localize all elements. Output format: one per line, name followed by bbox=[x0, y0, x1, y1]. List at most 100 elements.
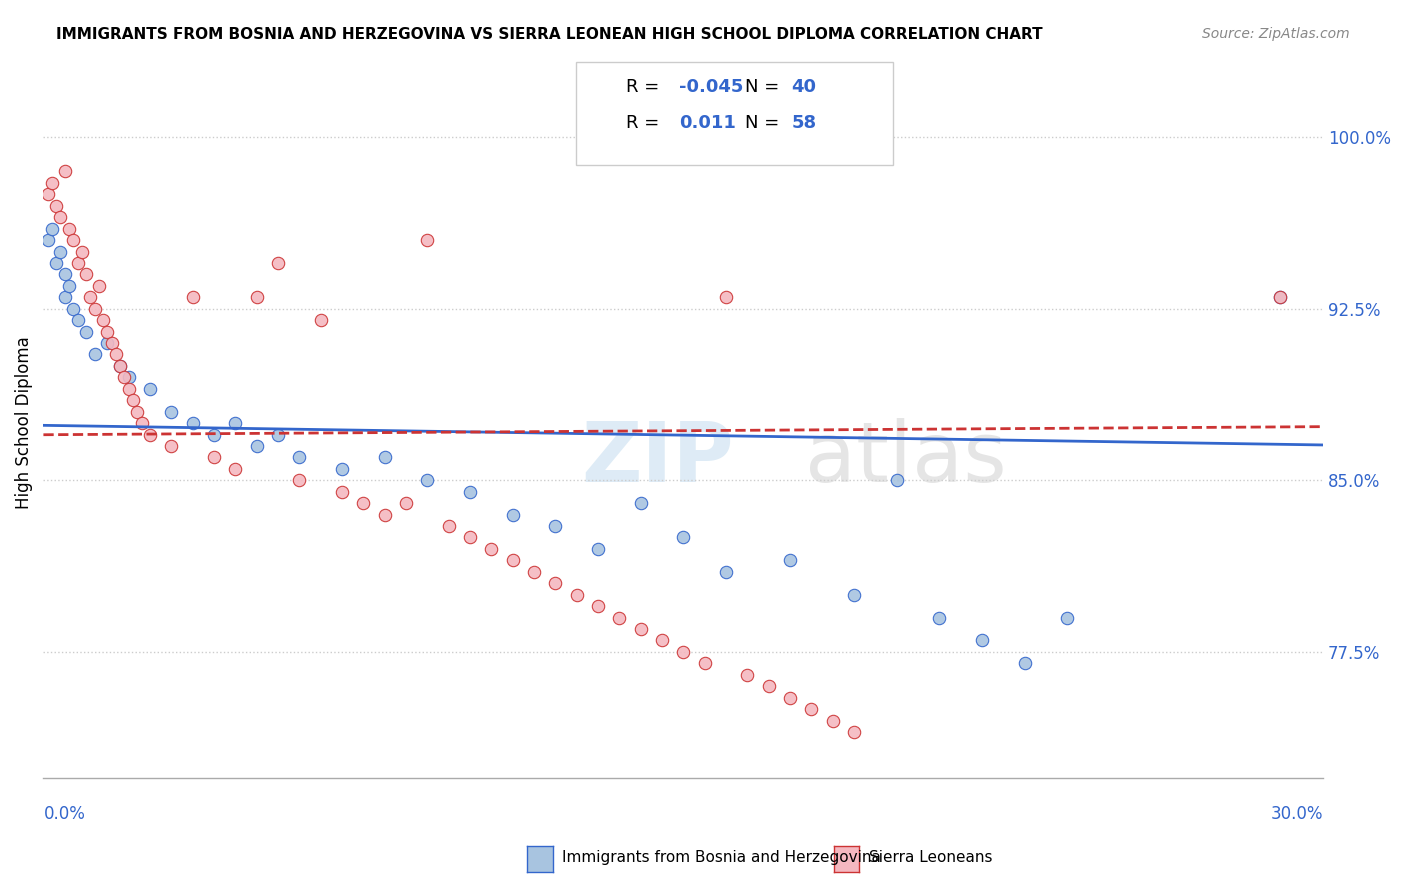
Text: ZIP: ZIP bbox=[581, 418, 734, 499]
Point bbox=[565, 588, 588, 602]
Point bbox=[672, 645, 695, 659]
Text: Source: ZipAtlas.com: Source: ZipAtlas.com bbox=[1202, 27, 1350, 41]
Point bbox=[41, 176, 63, 190]
Point bbox=[437, 519, 460, 533]
Point bbox=[288, 450, 311, 465]
Point bbox=[821, 714, 844, 728]
Point bbox=[122, 393, 145, 408]
Point bbox=[224, 416, 246, 430]
Point bbox=[224, 462, 246, 476]
Point bbox=[1056, 610, 1078, 624]
Point bbox=[91, 313, 114, 327]
Text: N =: N = bbox=[745, 78, 785, 95]
Point bbox=[37, 233, 59, 247]
Point bbox=[352, 496, 374, 510]
Point bbox=[202, 427, 225, 442]
Point bbox=[735, 667, 758, 681]
Point bbox=[114, 370, 136, 384]
Point bbox=[246, 439, 269, 453]
Point bbox=[779, 690, 801, 705]
Point bbox=[160, 439, 183, 453]
Point bbox=[66, 313, 89, 327]
Point bbox=[842, 588, 865, 602]
Point bbox=[502, 553, 524, 567]
Point bbox=[127, 405, 149, 419]
Point bbox=[458, 531, 481, 545]
Point bbox=[502, 508, 524, 522]
Point bbox=[842, 725, 865, 739]
Point bbox=[75, 325, 97, 339]
Point bbox=[139, 382, 162, 396]
Point bbox=[267, 427, 290, 442]
Point bbox=[607, 610, 630, 624]
Point bbox=[523, 565, 546, 579]
Point bbox=[70, 244, 93, 259]
Point bbox=[544, 576, 567, 591]
Point bbox=[181, 416, 204, 430]
Point bbox=[714, 290, 737, 304]
Y-axis label: High School Diploma: High School Diploma bbox=[15, 337, 32, 509]
Point bbox=[87, 278, 110, 293]
Point bbox=[330, 484, 353, 499]
Point bbox=[630, 622, 652, 636]
Point bbox=[108, 359, 131, 373]
Text: -0.045: -0.045 bbox=[679, 78, 744, 95]
Point bbox=[395, 496, 418, 510]
Point bbox=[53, 164, 76, 178]
Point bbox=[1270, 290, 1292, 304]
Point bbox=[83, 301, 105, 316]
Point bbox=[131, 416, 153, 430]
Point bbox=[886, 473, 908, 487]
Point bbox=[479, 541, 502, 556]
Point bbox=[96, 336, 118, 351]
Point bbox=[544, 519, 567, 533]
Point bbox=[800, 702, 823, 716]
Point bbox=[672, 531, 695, 545]
Text: 30.0%: 30.0% bbox=[1271, 805, 1323, 823]
Point bbox=[458, 484, 481, 499]
Point bbox=[416, 473, 439, 487]
Point bbox=[374, 508, 396, 522]
Point bbox=[928, 610, 950, 624]
Point bbox=[630, 496, 652, 510]
Point bbox=[49, 211, 72, 225]
Point bbox=[330, 462, 353, 476]
Point bbox=[714, 565, 737, 579]
Point bbox=[53, 290, 76, 304]
Point bbox=[96, 325, 118, 339]
Point bbox=[37, 187, 59, 202]
Point bbox=[108, 359, 131, 373]
Point bbox=[139, 427, 162, 442]
Point bbox=[79, 290, 101, 304]
Point bbox=[58, 221, 80, 235]
Point bbox=[118, 370, 141, 384]
Text: 40: 40 bbox=[792, 78, 817, 95]
Text: R =: R = bbox=[626, 78, 665, 95]
Point bbox=[58, 278, 80, 293]
Point bbox=[45, 256, 67, 270]
Text: R =: R = bbox=[626, 113, 665, 131]
Text: 58: 58 bbox=[792, 113, 817, 131]
Point bbox=[693, 657, 716, 671]
Point bbox=[288, 473, 311, 487]
Point bbox=[970, 633, 993, 648]
Text: 0.0%: 0.0% bbox=[44, 805, 86, 823]
Point bbox=[586, 599, 609, 614]
Point bbox=[75, 268, 97, 282]
Point bbox=[49, 244, 72, 259]
Text: N =: N = bbox=[745, 113, 785, 131]
Point bbox=[83, 347, 105, 361]
Point bbox=[62, 301, 84, 316]
Point bbox=[374, 450, 396, 465]
Point bbox=[53, 268, 76, 282]
Point bbox=[416, 233, 439, 247]
Point bbox=[66, 256, 89, 270]
Point bbox=[100, 336, 122, 351]
Point bbox=[118, 382, 141, 396]
Point bbox=[758, 679, 780, 693]
Point bbox=[45, 199, 67, 213]
Point bbox=[779, 553, 801, 567]
Point bbox=[309, 313, 332, 327]
Point bbox=[1014, 657, 1036, 671]
Point bbox=[202, 450, 225, 465]
